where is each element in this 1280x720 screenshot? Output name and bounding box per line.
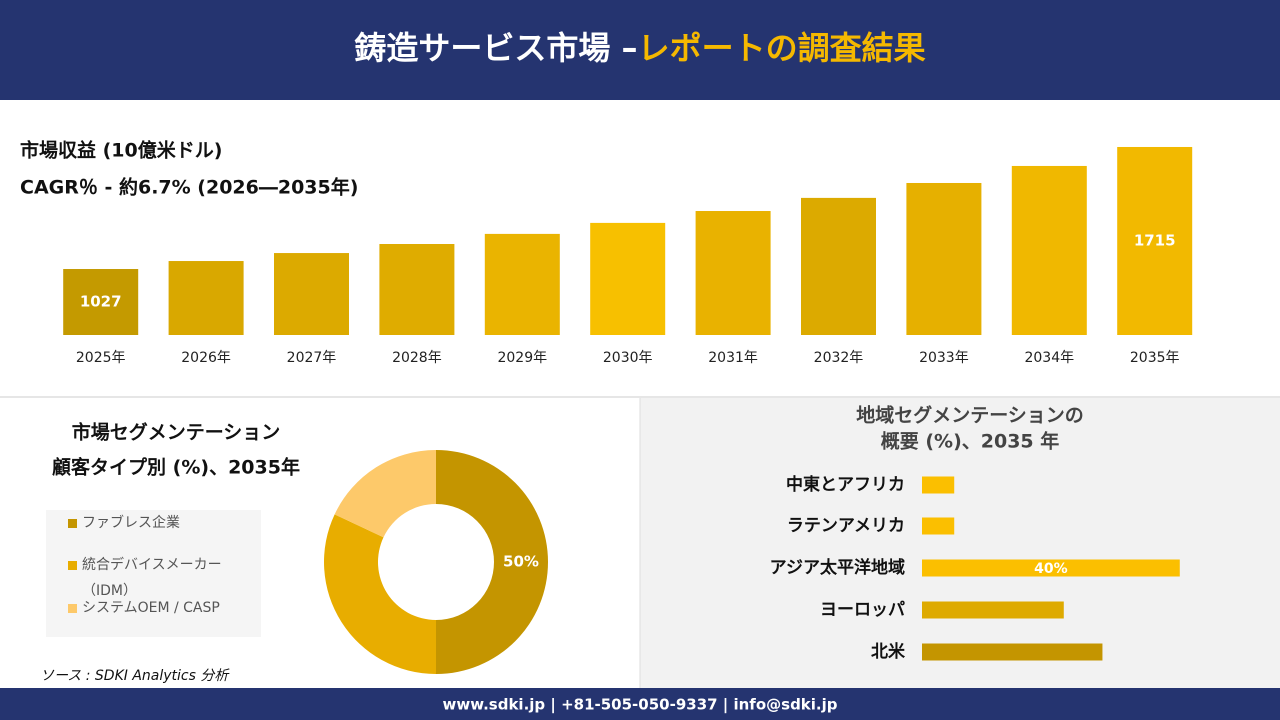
donut-slice xyxy=(436,450,548,674)
x-tick-label: 2026年 xyxy=(181,350,231,366)
bar xyxy=(484,233,560,335)
bar xyxy=(922,643,1103,661)
bar xyxy=(801,197,876,335)
title-main: 鋳造サービス市場 – xyxy=(354,29,637,67)
data-label: 1715 xyxy=(1134,231,1176,249)
chart-title: 地域セグメンテーションの xyxy=(856,404,1084,427)
legend-label: ファブレス企業 xyxy=(82,515,180,531)
data-label: 50% xyxy=(503,553,539,571)
bar xyxy=(1011,165,1087,335)
bar xyxy=(922,601,1064,619)
legend-swatch xyxy=(68,561,77,570)
x-tick-label: 2032年 xyxy=(814,350,864,366)
bar xyxy=(590,222,666,335)
x-tick-label: 2027年 xyxy=(287,350,337,366)
bar xyxy=(1117,146,1193,335)
x-tick-label: 2029年 xyxy=(497,350,547,366)
chart-title: 概要 (%)、2035 年 xyxy=(881,430,1060,453)
data-label: 1027 xyxy=(80,293,122,311)
bar xyxy=(922,476,955,494)
legend-label: システムOEM / CASP xyxy=(82,600,220,616)
x-tick-label: 2031年 xyxy=(708,350,758,366)
bar xyxy=(379,244,455,335)
donut-slice xyxy=(324,514,436,674)
bar xyxy=(695,211,771,335)
legend: ファブレス企業統合デバイスメーカー（IDM） システムOEM / CASP xyxy=(46,510,261,637)
chart-title: 市場収益 (10億米ドル) xyxy=(20,139,222,162)
x-tick-label: 2025年 xyxy=(76,350,126,366)
title-accent: レポートの調査結果 xyxy=(638,29,926,67)
y-tick-label: 北米 xyxy=(871,641,906,662)
source: ソース : SDKI Analytics 分析 xyxy=(40,668,230,684)
x-tick-label: 2033年 xyxy=(919,350,969,366)
y-tick-label: アジア太平洋地域 xyxy=(770,557,905,578)
x-tick-label: 2030年 xyxy=(603,350,653,366)
legend-item: ファブレス企業 xyxy=(66,510,262,536)
chart-subtitle: CAGR％ - 約6.7% (2026―2035年) xyxy=(20,176,358,199)
bar xyxy=(922,559,1180,577)
x-tick-label: 2035年 xyxy=(1130,350,1180,366)
x-tick-label: 2028年 xyxy=(392,350,442,366)
header-title: 鋳造サービス市場 –レポートの調査結果 xyxy=(354,29,925,67)
data-label: 40% xyxy=(1034,561,1068,577)
x-tick-label: 2034年 xyxy=(1024,350,1074,366)
y-tick-label: ラテンアメリカ xyxy=(787,516,905,536)
legend-swatch xyxy=(68,519,77,528)
bar xyxy=(274,253,349,335)
bar xyxy=(906,182,982,335)
footer-bar xyxy=(0,688,1280,720)
chart-title: 顧客タイプ別 (%)、2035年 xyxy=(52,456,300,479)
donut-slice xyxy=(334,450,436,538)
y-tick-label: ヨーロッパ xyxy=(820,600,905,620)
y-tick-label: 中東とアフリカ xyxy=(786,474,905,495)
legend-item: システムOEM / CASP xyxy=(66,595,262,621)
legend-label: 統合デバイスメーカー（IDM） xyxy=(82,557,222,599)
header-bar xyxy=(0,0,1280,100)
legend-swatch xyxy=(68,604,77,613)
bar xyxy=(922,517,955,535)
right-panel xyxy=(640,398,1280,688)
bar xyxy=(168,261,244,335)
footer: www.sdki.jp | +81-505-050-9337 | info@sd… xyxy=(442,696,837,715)
chart-title: 市場セグメンテーション xyxy=(72,421,281,444)
legend-item: 統合デバイスメーカー（IDM） xyxy=(66,552,262,604)
bar xyxy=(63,269,139,335)
